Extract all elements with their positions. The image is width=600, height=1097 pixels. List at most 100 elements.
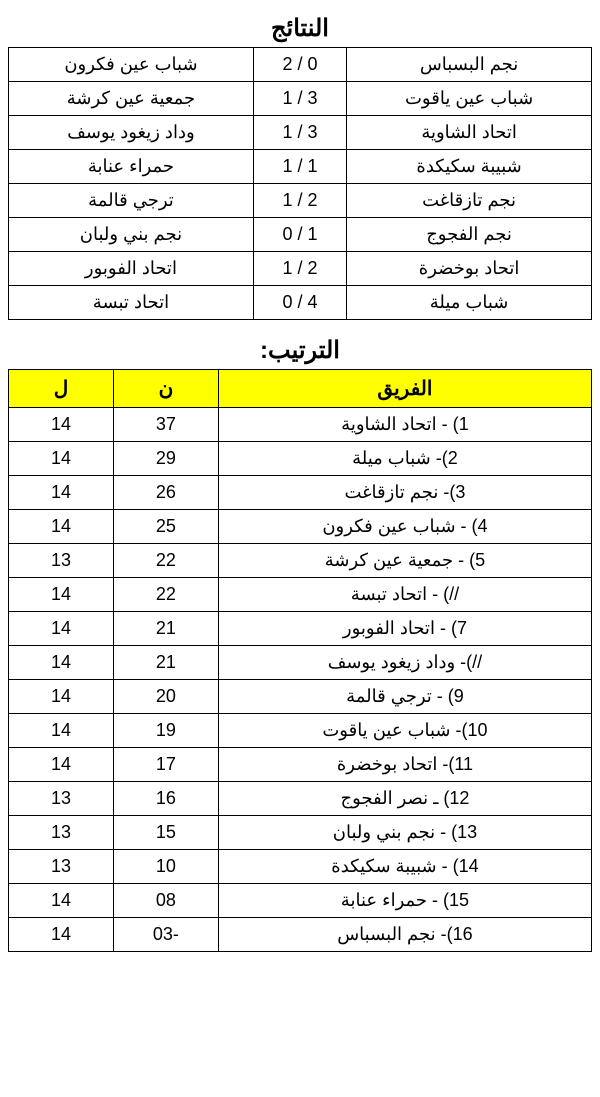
team-cell: 2)- شباب ميلة	[218, 442, 591, 476]
score: 1 / 2	[253, 252, 346, 286]
away-team: اتحاد الفوبور	[9, 252, 254, 286]
played-cell: 14	[9, 408, 114, 442]
away-team: جمعية عين كرشة	[9, 82, 254, 116]
results-row: نجم تازقاغت1 / 2ترجي قالمة	[9, 184, 592, 218]
score: 0 / 4	[253, 286, 346, 320]
points-cell: 15	[113, 816, 218, 850]
standings-row: 9) - ترجي قالمة2014	[9, 680, 592, 714]
team-cell: 11)- اتحاد بوخضرة	[218, 748, 591, 782]
team-cell: 12) ـ نصر الفجوج	[218, 782, 591, 816]
home-team: نجم البسباس	[347, 48, 592, 82]
played-cell: 13	[9, 850, 114, 884]
played-cell: 13	[9, 782, 114, 816]
played-cell: 14	[9, 578, 114, 612]
standings-row: 1) - اتحاد الشاوية3714	[9, 408, 592, 442]
standings-header-row: الفريق ن ل	[9, 370, 592, 408]
team-cell: 1) - اتحاد الشاوية	[218, 408, 591, 442]
standings-row: 14) - شبيبة سكيكدة1013	[9, 850, 592, 884]
points-cell: 37	[113, 408, 218, 442]
points-cell: 08	[113, 884, 218, 918]
points-cell: 03-	[113, 918, 218, 952]
played-cell: 14	[9, 442, 114, 476]
standings-heading: الترتيب:	[8, 336, 592, 365]
standings-row: //)- وداد زيغود يوسف2114	[9, 646, 592, 680]
points-cell: 22	[113, 544, 218, 578]
standings-row: 16)- نجم البسباس03-14	[9, 918, 592, 952]
played-cell: 14	[9, 510, 114, 544]
team-cell: 10)- شباب عين ياقوت	[218, 714, 591, 748]
results-row: اتحاد الشاوية1 / 3وداد زيغود يوسف	[9, 116, 592, 150]
standings-row: 2)- شباب ميلة2914	[9, 442, 592, 476]
results-heading: النتائج	[8, 14, 592, 43]
standings-row: 4) - شباب عين فكرون2514	[9, 510, 592, 544]
points-cell: 20	[113, 680, 218, 714]
standings-table: الفريق ن ل 1) - اتحاد الشاوية37142)- شبا…	[8, 369, 592, 952]
points-cell: 21	[113, 612, 218, 646]
score: 1 / 1	[253, 150, 346, 184]
points-cell: 16	[113, 782, 218, 816]
team-cell: 13) - نجم بني ولبان	[218, 816, 591, 850]
away-team: حمراء عنابة	[9, 150, 254, 184]
home-team: اتحاد الشاوية	[347, 116, 592, 150]
header-played: ل	[9, 370, 114, 408]
points-cell: 19	[113, 714, 218, 748]
away-team: وداد زيغود يوسف	[9, 116, 254, 150]
home-team: شباب عين ياقوت	[347, 82, 592, 116]
home-team: نجم تازقاغت	[347, 184, 592, 218]
points-cell: 17	[113, 748, 218, 782]
points-cell: 29	[113, 442, 218, 476]
played-cell: 14	[9, 918, 114, 952]
team-cell: 4) - شباب عين فكرون	[218, 510, 591, 544]
team-cell: 3)- نجم تازقاغت	[218, 476, 591, 510]
standings-row: 3)- نجم تازقاغت2614	[9, 476, 592, 510]
results-row: نجم الفجوج0 / 1نجم بني ولبان	[9, 218, 592, 252]
team-cell: 7) - اتحاد الفوبور	[218, 612, 591, 646]
results-row: شباب ميلة0 / 4اتحاد تبسة	[9, 286, 592, 320]
standings-row: 12) ـ نصر الفجوج1613	[9, 782, 592, 816]
home-team: شباب ميلة	[347, 286, 592, 320]
results-row: اتحاد بوخضرة1 / 2اتحاد الفوبور	[9, 252, 592, 286]
team-cell: 9) - ترجي قالمة	[218, 680, 591, 714]
standings-row: 13) - نجم بني ولبان1513	[9, 816, 592, 850]
away-team: اتحاد تبسة	[9, 286, 254, 320]
played-cell: 13	[9, 544, 114, 578]
score: 1 / 3	[253, 82, 346, 116]
standings-row: 11)- اتحاد بوخضرة1714	[9, 748, 592, 782]
played-cell: 14	[9, 646, 114, 680]
points-cell: 25	[113, 510, 218, 544]
score: 1 / 2	[253, 184, 346, 218]
played-cell: 14	[9, 476, 114, 510]
results-row: نجم البسباس2 / 0شباب عين فكرون	[9, 48, 592, 82]
results-table: نجم البسباس2 / 0شباب عين فكرونشباب عين ي…	[8, 47, 592, 320]
standings-row: //) - اتحاد تبسة2214	[9, 578, 592, 612]
played-cell: 14	[9, 748, 114, 782]
played-cell: 14	[9, 884, 114, 918]
score: 1 / 3	[253, 116, 346, 150]
team-cell: 14) - شبيبة سكيكدة	[218, 850, 591, 884]
team-cell: //) - اتحاد تبسة	[218, 578, 591, 612]
away-team: نجم بني ولبان	[9, 218, 254, 252]
standings-row: 5) - جمعية عين كرشة2213	[9, 544, 592, 578]
home-team: نجم الفجوج	[347, 218, 592, 252]
results-row: شباب عين ياقوت1 / 3جمعية عين كرشة	[9, 82, 592, 116]
results-row: شبيبة سكيكدة1 / 1حمراء عنابة	[9, 150, 592, 184]
team-cell: 16)- نجم البسباس	[218, 918, 591, 952]
points-cell: 22	[113, 578, 218, 612]
played-cell: 14	[9, 612, 114, 646]
played-cell: 14	[9, 714, 114, 748]
played-cell: 14	[9, 680, 114, 714]
standings-row: 7) - اتحاد الفوبور2114	[9, 612, 592, 646]
points-cell: 26	[113, 476, 218, 510]
away-team: ترجي قالمة	[9, 184, 254, 218]
points-cell: 10	[113, 850, 218, 884]
score: 2 / 0	[253, 48, 346, 82]
team-cell: 5) - جمعية عين كرشة	[218, 544, 591, 578]
played-cell: 13	[9, 816, 114, 850]
header-points: ن	[113, 370, 218, 408]
header-team: الفريق	[218, 370, 591, 408]
away-team: شباب عين فكرون	[9, 48, 254, 82]
team-cell: //)- وداد زيغود يوسف	[218, 646, 591, 680]
standings-row: 15) - حمراء عنابة0814	[9, 884, 592, 918]
home-team: اتحاد بوخضرة	[347, 252, 592, 286]
standings-row: 10)- شباب عين ياقوت1914	[9, 714, 592, 748]
